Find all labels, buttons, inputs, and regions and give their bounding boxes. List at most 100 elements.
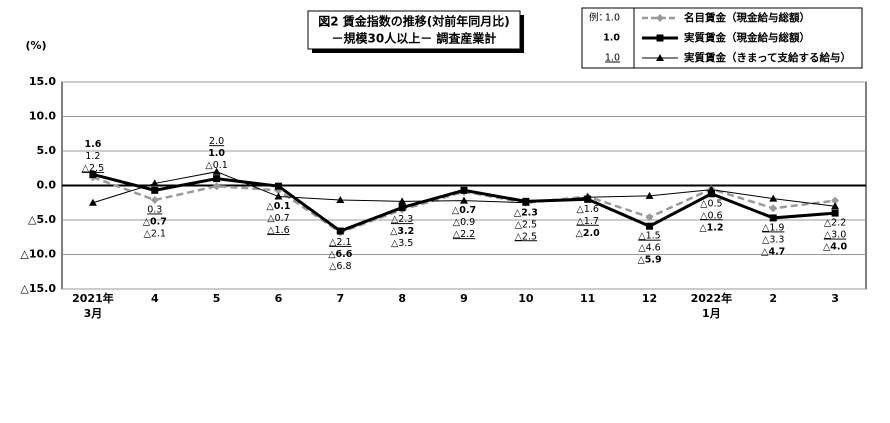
value-label: △1.5: [638, 231, 660, 242]
legend-example: 1.0: [603, 33, 620, 44]
value-label: 1.6: [85, 139, 102, 150]
marker: [274, 182, 282, 190]
y-unit: (%): [25, 39, 46, 52]
marker: [212, 167, 221, 175]
value-label: △0.7: [143, 216, 167, 227]
value-label: △1.6: [576, 204, 598, 215]
value-label: △1.7: [576, 216, 598, 227]
value-label: △1.6: [267, 225, 289, 236]
marker: [583, 193, 592, 201]
value-label: △1.9: [762, 222, 784, 233]
legend-label: 実質賃金（現金給与総額）: [684, 31, 810, 44]
x-tick-label: 3: [831, 292, 839, 305]
y-tick-label: 15.0: [29, 75, 56, 88]
y-tick-label: 0.0: [37, 179, 57, 192]
marker: [656, 14, 664, 22]
marker: [274, 192, 283, 200]
value-label: △0.9: [453, 217, 475, 228]
y-tick-label: 5.0: [37, 144, 57, 157]
value-label: △3.5: [391, 238, 413, 249]
legend-label: 実質賃金（きまって支給する給与）: [684, 51, 851, 64]
value-label: 1.2: [85, 151, 100, 162]
y-tick-label: 10.0: [29, 110, 56, 123]
marker: [645, 213, 654, 222]
marker: [336, 195, 345, 203]
value-label: △0.1: [205, 160, 227, 171]
marker: [707, 190, 715, 198]
marker: [460, 186, 468, 194]
value-label: △2.5: [515, 231, 537, 242]
value-label: 2.0: [209, 136, 224, 147]
marker: [645, 191, 654, 199]
value-label: △2.1: [329, 237, 351, 248]
marker: [769, 214, 777, 222]
legend-label: 名目賃金（現金給与総額）: [684, 11, 810, 24]
value-label: 0.3: [147, 204, 162, 215]
y-tick-label: △5.0: [28, 213, 56, 226]
marker: [769, 204, 778, 213]
marker: [460, 196, 468, 204]
value-label: △2.5: [82, 163, 104, 174]
marker: [150, 195, 159, 204]
value-label: △0.7: [267, 213, 289, 224]
marker: [212, 182, 221, 191]
marker: [88, 198, 97, 206]
marker: [521, 198, 530, 206]
x-tick-label: 11: [580, 292, 595, 305]
marker: [831, 196, 840, 205]
marker: [656, 34, 664, 42]
x-tick-label: 9: [460, 292, 468, 305]
x-tick-label: 2021年: [72, 291, 114, 305]
x-tick-label: 5: [213, 292, 221, 305]
x-tick-label: 4: [151, 292, 159, 305]
marker: [769, 194, 778, 202]
y-tick-label: △15.0: [20, 282, 56, 295]
value-label: 1.0: [208, 148, 225, 159]
value-label: △2.2: [824, 218, 846, 229]
x-tick-label: 1月: [702, 307, 721, 320]
y-tick-label: △10.0: [20, 248, 56, 261]
value-label: △4.6: [638, 243, 660, 254]
x-tick-label: 2022年: [691, 291, 733, 305]
value-label: △2.5: [515, 219, 537, 230]
marker: [831, 209, 839, 217]
legend-example-prefix: 例：: [589, 12, 608, 24]
chart-title: 図2 賃金指数の推移(対前年同月比): [318, 14, 510, 29]
value-label: △2.2: [453, 229, 475, 240]
legend-example: 1.0: [605, 53, 620, 64]
marker: [89, 170, 97, 178]
x-tick-label: 12: [642, 292, 657, 305]
legend-example: 1.0: [605, 13, 620, 24]
marker: [151, 186, 159, 194]
value-label: △0.7: [452, 205, 476, 216]
value-label: △5.9: [637, 255, 661, 266]
value-label: △6.6: [328, 249, 353, 260]
value-label: △4.7: [761, 246, 785, 257]
value-label: △0.5: [700, 198, 722, 209]
marker: [707, 185, 716, 193]
marker: [150, 179, 159, 187]
value-label: △4.0: [823, 242, 848, 253]
value-label: △2.3: [514, 207, 538, 218]
x-tick-label: 8: [398, 292, 406, 305]
x-tick-label: 6: [275, 292, 283, 305]
chart-subtitle: －規模30人以上－ 調査産業計: [332, 31, 497, 46]
value-label: △2.3: [391, 214, 413, 225]
value-label: △2.0: [576, 228, 601, 239]
marker: [656, 54, 664, 61]
value-label: △6.8: [329, 261, 351, 272]
marker: [398, 204, 406, 212]
value-label: △2.1: [144, 228, 166, 239]
legend-example-box: [581, 7, 635, 69]
value-label: △3.3: [762, 234, 784, 245]
value-label: △0.6: [700, 210, 722, 221]
value-label: △1.2: [699, 222, 723, 233]
value-label: △3.2: [390, 226, 414, 237]
marker: [213, 175, 221, 183]
marker: [646, 222, 654, 230]
value-label: △3.0: [824, 230, 846, 241]
x-tick-label: 3月: [84, 307, 103, 320]
marker: [398, 197, 407, 205]
marker: [831, 202, 840, 210]
